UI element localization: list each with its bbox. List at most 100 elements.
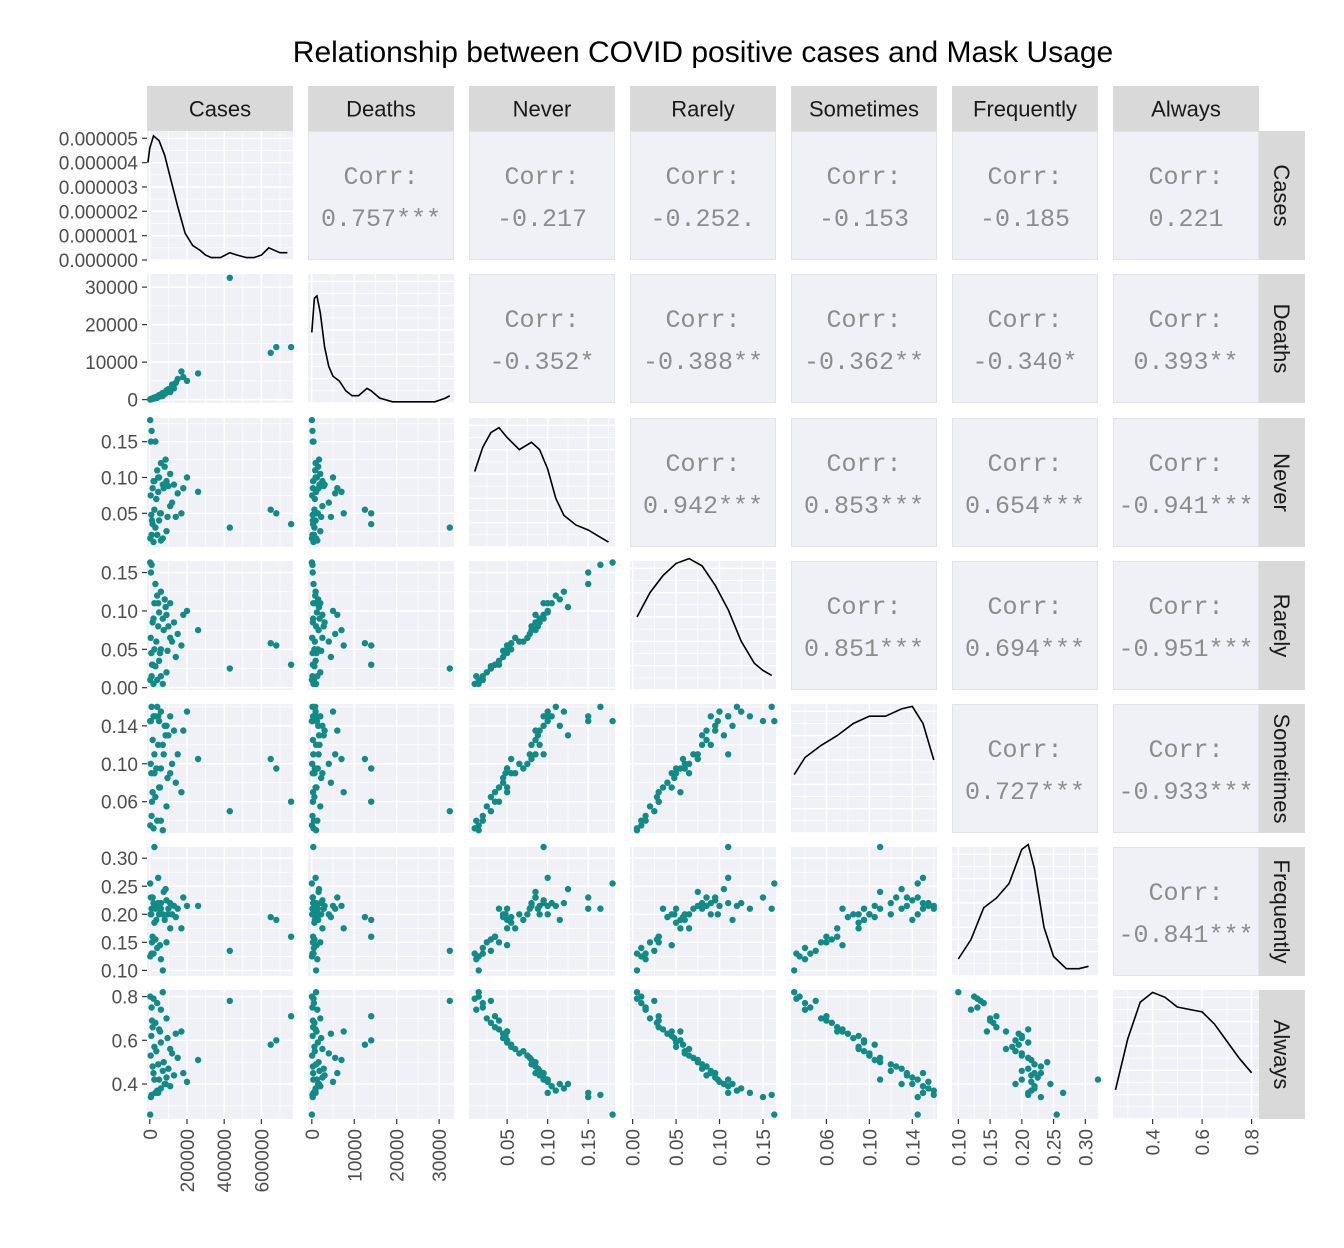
- scatter-point: [156, 649, 164, 657]
- x-axis-bottom: 0 200000 400000 600000 0 10000 20000 30000 0.05 0…: [141, 1119, 1264, 1192]
- y-tick-label: 0.10: [101, 602, 138, 623]
- scatter-point: [180, 611, 187, 618]
- scatter-point: [585, 569, 592, 576]
- scatter-point: [309, 427, 316, 435]
- scatter-point: [479, 999, 486, 1007]
- scatter-point: [315, 751, 322, 758]
- scatter-point: [651, 997, 658, 1005]
- scatter-point: [671, 774, 678, 782]
- scatter-point: [320, 905, 327, 912]
- scatter-point: [633, 989, 641, 996]
- scatter-point: [855, 911, 862, 918]
- scatter-point: [866, 911, 873, 918]
- scatter-point: [312, 467, 319, 474]
- scatter-point: [685, 770, 693, 777]
- panel-background: [147, 704, 293, 833]
- scatter-point: [560, 708, 568, 715]
- scatter-point: [368, 933, 375, 940]
- scatter-point: [150, 713, 157, 720]
- scatter-point: [914, 1111, 921, 1118]
- scatter-point: [194, 902, 202, 910]
- scatter-point: [338, 755, 345, 763]
- corr-value: -0.252.: [650, 205, 755, 234]
- scatter-point: [174, 490, 181, 497]
- scatter-point: [980, 999, 987, 1007]
- panel-background: [952, 704, 1098, 833]
- scatter-point: [1037, 1063, 1045, 1070]
- scatter-point: [167, 470, 174, 478]
- scatter-point: [919, 1083, 927, 1090]
- scatter-point: [1047, 1080, 1054, 1088]
- scatter-point: [164, 513, 171, 521]
- scatter-point: [159, 680, 166, 688]
- scatter-point: [329, 1078, 337, 1086]
- panel-cases-sometimes: Corr: -0.153: [791, 131, 937, 260]
- scatter-point: [317, 1015, 324, 1022]
- scatter-point: [528, 902, 535, 910]
- scatter-point: [771, 880, 778, 887]
- scatter-point: [165, 1065, 172, 1072]
- panel-always-sometimes: [791, 989, 937, 1119]
- scatter-point: [698, 732, 706, 739]
- scatter-point: [532, 611, 539, 618]
- scatter-point: [338, 1056, 345, 1064]
- scatter-point: [655, 798, 662, 805]
- scatter-point: [267, 506, 274, 513]
- scatter-point: [925, 902, 932, 910]
- scatter-point: [325, 499, 332, 506]
- scatter-point: [491, 1013, 499, 1020]
- corr-value: -0.933***: [1118, 778, 1253, 807]
- scatter-point: [633, 825, 641, 832]
- scatter-point: [914, 880, 921, 887]
- scatter-point: [473, 956, 480, 963]
- scatter-point: [172, 779, 179, 786]
- scatter-point: [159, 1067, 166, 1075]
- corr-value: 0.727***: [965, 778, 1085, 807]
- scatter-point: [329, 474, 337, 481]
- scatter-point: [147, 634, 154, 641]
- scatter-point: [150, 899, 157, 907]
- scatter-point: [499, 774, 507, 782]
- scatter-point: [332, 490, 339, 497]
- scatter-point: [327, 1030, 335, 1037]
- scatter-point: [876, 1059, 884, 1066]
- scatter-point: [540, 722, 547, 729]
- scatter-point: [487, 663, 495, 670]
- scatter-point: [860, 905, 868, 912]
- scatter-point: [226, 274, 233, 281]
- scatter-point: [155, 517, 163, 524]
- scatter-point: [334, 727, 341, 734]
- scatter-point: [791, 989, 798, 996]
- scatter-point: [155, 474, 162, 481]
- scatter-point: [194, 488, 202, 495]
- scatter-point: [495, 1017, 503, 1024]
- scatter-point: [152, 793, 159, 801]
- row-strip-label: Sometimes: [1269, 713, 1294, 823]
- scatter-point: [148, 649, 155, 657]
- scatter-point: [332, 905, 339, 912]
- scatter-point: [340, 789, 347, 796]
- scatter-point: [651, 808, 658, 815]
- panel-background: [308, 418, 454, 547]
- scatter-point: [925, 1085, 932, 1092]
- scatter-point: [319, 1045, 326, 1053]
- scatter-point: [812, 947, 819, 954]
- scatter-point: [893, 1063, 900, 1070]
- scatter-point: [151, 1043, 158, 1051]
- row-strip-deaths: [1259, 274, 1305, 403]
- scatter-point: [720, 885, 728, 893]
- scatter-point: [823, 1013, 830, 1020]
- scatter-point: [729, 916, 736, 924]
- scatter-point: [801, 956, 809, 963]
- scatter-point: [860, 1039, 868, 1046]
- scatter-point: [157, 1039, 165, 1046]
- corr-label: Corr:: [826, 306, 901, 335]
- scatter-point: [844, 1030, 852, 1037]
- corr-label: Corr:: [987, 306, 1062, 335]
- y-tick-label: 0.15: [101, 564, 138, 585]
- scatter-point: [672, 770, 680, 777]
- scatter-point: [536, 741, 543, 748]
- scatter-point: [159, 911, 166, 918]
- scatter-point: [1015, 1041, 1022, 1048]
- scatter-point: [909, 1074, 916, 1081]
